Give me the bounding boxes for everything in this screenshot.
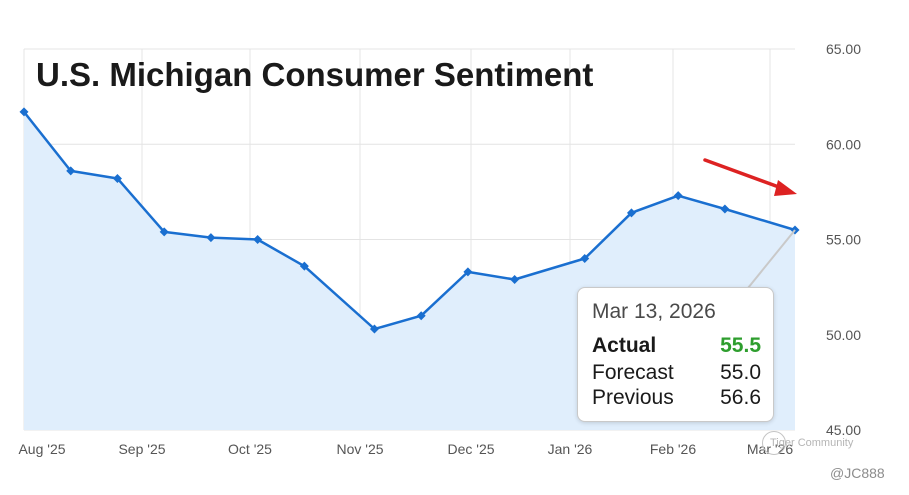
tooltip-pointer-line	[747, 229, 796, 289]
data-point[interactable]	[626, 208, 636, 218]
tooltip-actual-value: 55.5	[720, 334, 761, 357]
data-point[interactable]	[720, 204, 730, 214]
watermark-community: Tiger Community	[770, 437, 854, 449]
y-tick-label: 45.00	[826, 422, 861, 438]
data-points	[19, 107, 800, 334]
x-tick-label: Oct '25	[228, 441, 272, 457]
x-tick-label: Sep '25	[118, 441, 165, 457]
tooltip-actual-label: Actual	[592, 334, 657, 357]
red-arrow-annotation	[703, 158, 797, 196]
tooltip-forecast-value: 55.0	[720, 361, 761, 384]
x-axis: Aug '25 Sep '25 Oct '25 Nov '25 Dec '25 Jan '…	[18, 441, 793, 457]
y-axis: 65.00 60.00 55.00 50.00 45.00	[826, 41, 861, 438]
tooltip-previous-label: Previous	[592, 386, 674, 409]
data-point[interactable]	[369, 324, 379, 334]
data-point[interactable]	[416, 311, 426, 321]
x-tick-label: Jan '26	[548, 441, 593, 457]
chart-title: U.S. Michigan Consumer Sentiment	[36, 56, 593, 93]
data-point[interactable]	[580, 254, 590, 264]
data-point[interactable]	[206, 233, 216, 243]
data-point[interactable]	[673, 191, 683, 201]
x-tick-label: Dec '25	[447, 441, 494, 457]
x-tick-label: Nov '25	[336, 441, 383, 457]
y-tick-label: 60.00	[826, 136, 861, 152]
x-tick-label: Feb '26	[650, 441, 696, 457]
data-point[interactable]	[66, 166, 76, 176]
series-line	[23, 111, 796, 331]
y-tick-label: 50.00	[826, 327, 861, 343]
data-point[interactable]	[463, 267, 473, 277]
tooltip-forecast-label: Forecast	[592, 361, 674, 384]
data-point[interactable]	[510, 275, 520, 285]
data-point[interactable]	[299, 261, 309, 271]
y-tick-label: 65.00	[826, 41, 861, 57]
data-point[interactable]	[253, 235, 263, 244]
tooltip-previous-value: 56.6	[720, 386, 761, 409]
x-tick-label: Aug '25	[18, 441, 65, 457]
data-point[interactable]	[19, 107, 29, 117]
tooltip-date: Mar 13, 2026	[592, 300, 716, 323]
y-tick-label: 55.00	[826, 232, 861, 248]
data-point[interactable]	[112, 174, 122, 184]
data-tooltip: Mar 13, 2026 Actual 55.5 Forecast 55.0 P…	[577, 287, 774, 422]
data-point[interactable]	[159, 227, 169, 237]
tiger-logo-icon	[762, 431, 786, 455]
watermark-user: @JC888	[830, 465, 885, 481]
